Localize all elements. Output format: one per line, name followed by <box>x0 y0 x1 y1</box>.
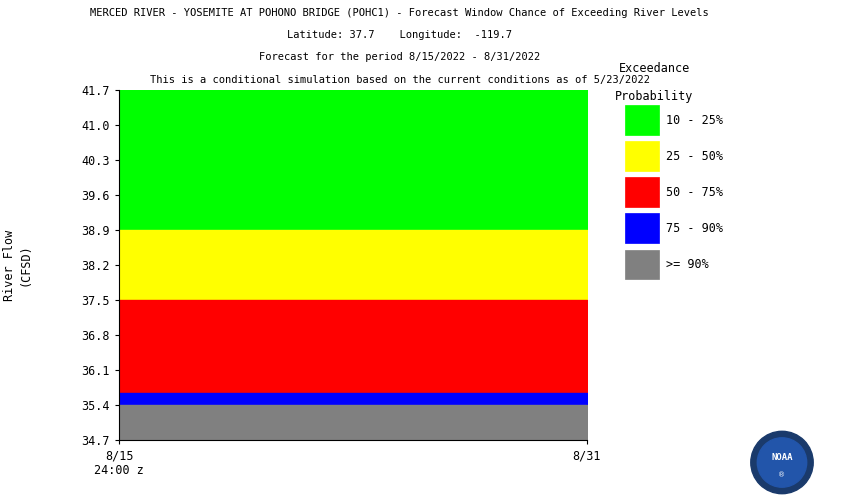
Text: Forecast for the period 8/15/2022 - 8/31/2022: Forecast for the period 8/15/2022 - 8/31… <box>259 52 540 62</box>
Text: MERCED RIVER - YOSEMITE AT POHONO BRIDGE (POHC1) - Forecast Window Chance of Exc: MERCED RIVER - YOSEMITE AT POHONO BRIDGE… <box>90 8 709 18</box>
Text: >= 90%: >= 90% <box>666 258 708 270</box>
Text: Probability: Probability <box>615 90 694 103</box>
Text: River Flow
(CFSD): River Flow (CFSD) <box>3 230 31 300</box>
Text: This is a conditional simulation based on the current conditions as of 5/23/2022: This is a conditional simulation based o… <box>150 75 649 85</box>
Text: NOAA: NOAA <box>771 453 793 462</box>
Text: 10 - 25%: 10 - 25% <box>666 114 722 126</box>
Text: ®: ® <box>779 472 785 478</box>
Text: Exceedance: Exceedance <box>619 62 690 76</box>
Circle shape <box>757 438 807 487</box>
Circle shape <box>751 432 813 494</box>
Text: 25 - 50%: 25 - 50% <box>666 150 722 162</box>
Text: 50 - 75%: 50 - 75% <box>666 186 722 198</box>
Text: 75 - 90%: 75 - 90% <box>666 222 722 234</box>
Text: Latitude: 37.7    Longitude:  -119.7: Latitude: 37.7 Longitude: -119.7 <box>287 30 512 40</box>
